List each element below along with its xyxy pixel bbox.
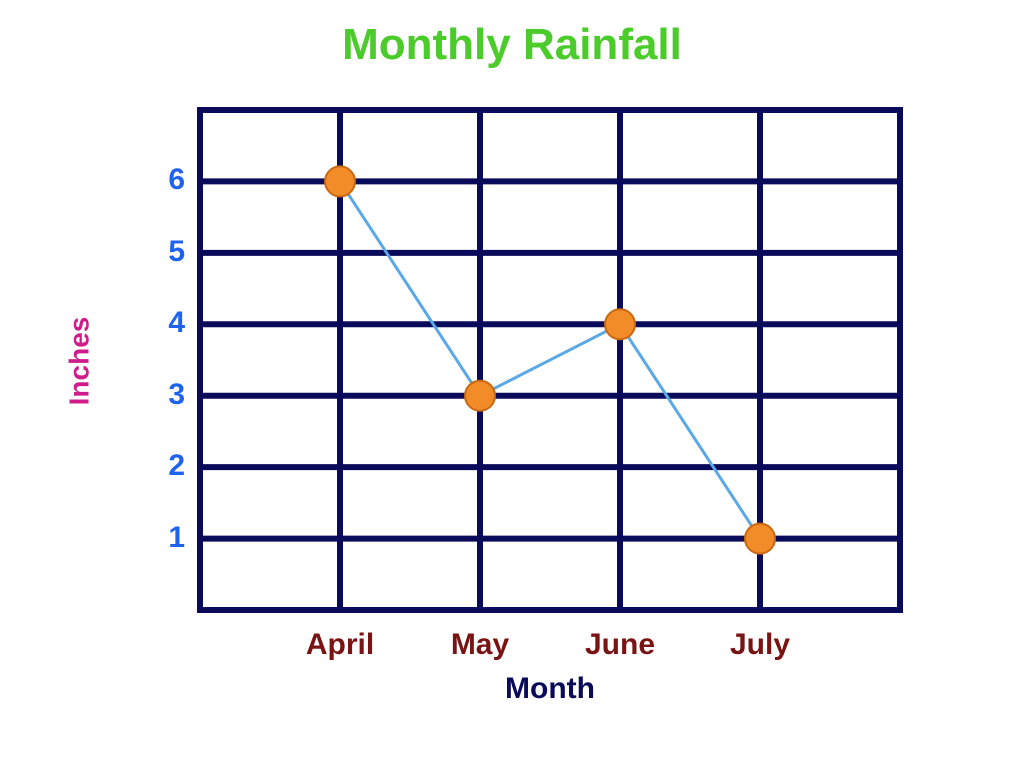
x-tick: July xyxy=(685,628,835,662)
y-tick: 4 xyxy=(145,306,185,340)
data-point xyxy=(465,381,495,411)
x-tick: June xyxy=(545,628,695,662)
y-tick: 5 xyxy=(145,235,185,269)
data-point xyxy=(325,166,355,196)
y-tick: 6 xyxy=(145,163,185,197)
chart-title: Monthly Rainfall xyxy=(0,20,1024,70)
y-tick: 2 xyxy=(145,449,185,483)
x-tick: May xyxy=(405,628,555,662)
x-axis-label: Month xyxy=(200,672,900,706)
data-point xyxy=(605,309,635,339)
y-tick: 3 xyxy=(145,378,185,412)
chart-plot xyxy=(180,90,920,630)
x-tick: April xyxy=(265,628,415,662)
y-axis-label: Inches xyxy=(63,317,95,406)
y-tick: 1 xyxy=(145,521,185,555)
chart-container: Monthly Rainfall Inches Month 1 2 3 4 5 6 Apr… xyxy=(0,0,1024,768)
data-point xyxy=(745,524,775,554)
